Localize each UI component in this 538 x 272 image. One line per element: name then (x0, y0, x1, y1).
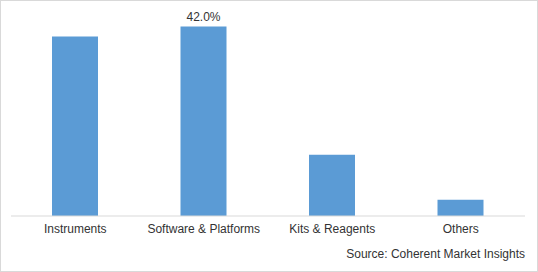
svg-text:Instruments: Instruments (44, 222, 107, 236)
svg-text:Software & Platforms: Software & Platforms (147, 222, 260, 236)
svg-text:42.0%: 42.0% (186, 10, 220, 24)
html-text:Source: Coherent Market Insigh: Source: Coherent Market Insights (346, 247, 525, 261)
svg-text:Others: Others (443, 222, 479, 236)
svg-text:Kits & Reagents: Kits & Reagents (289, 222, 375, 236)
